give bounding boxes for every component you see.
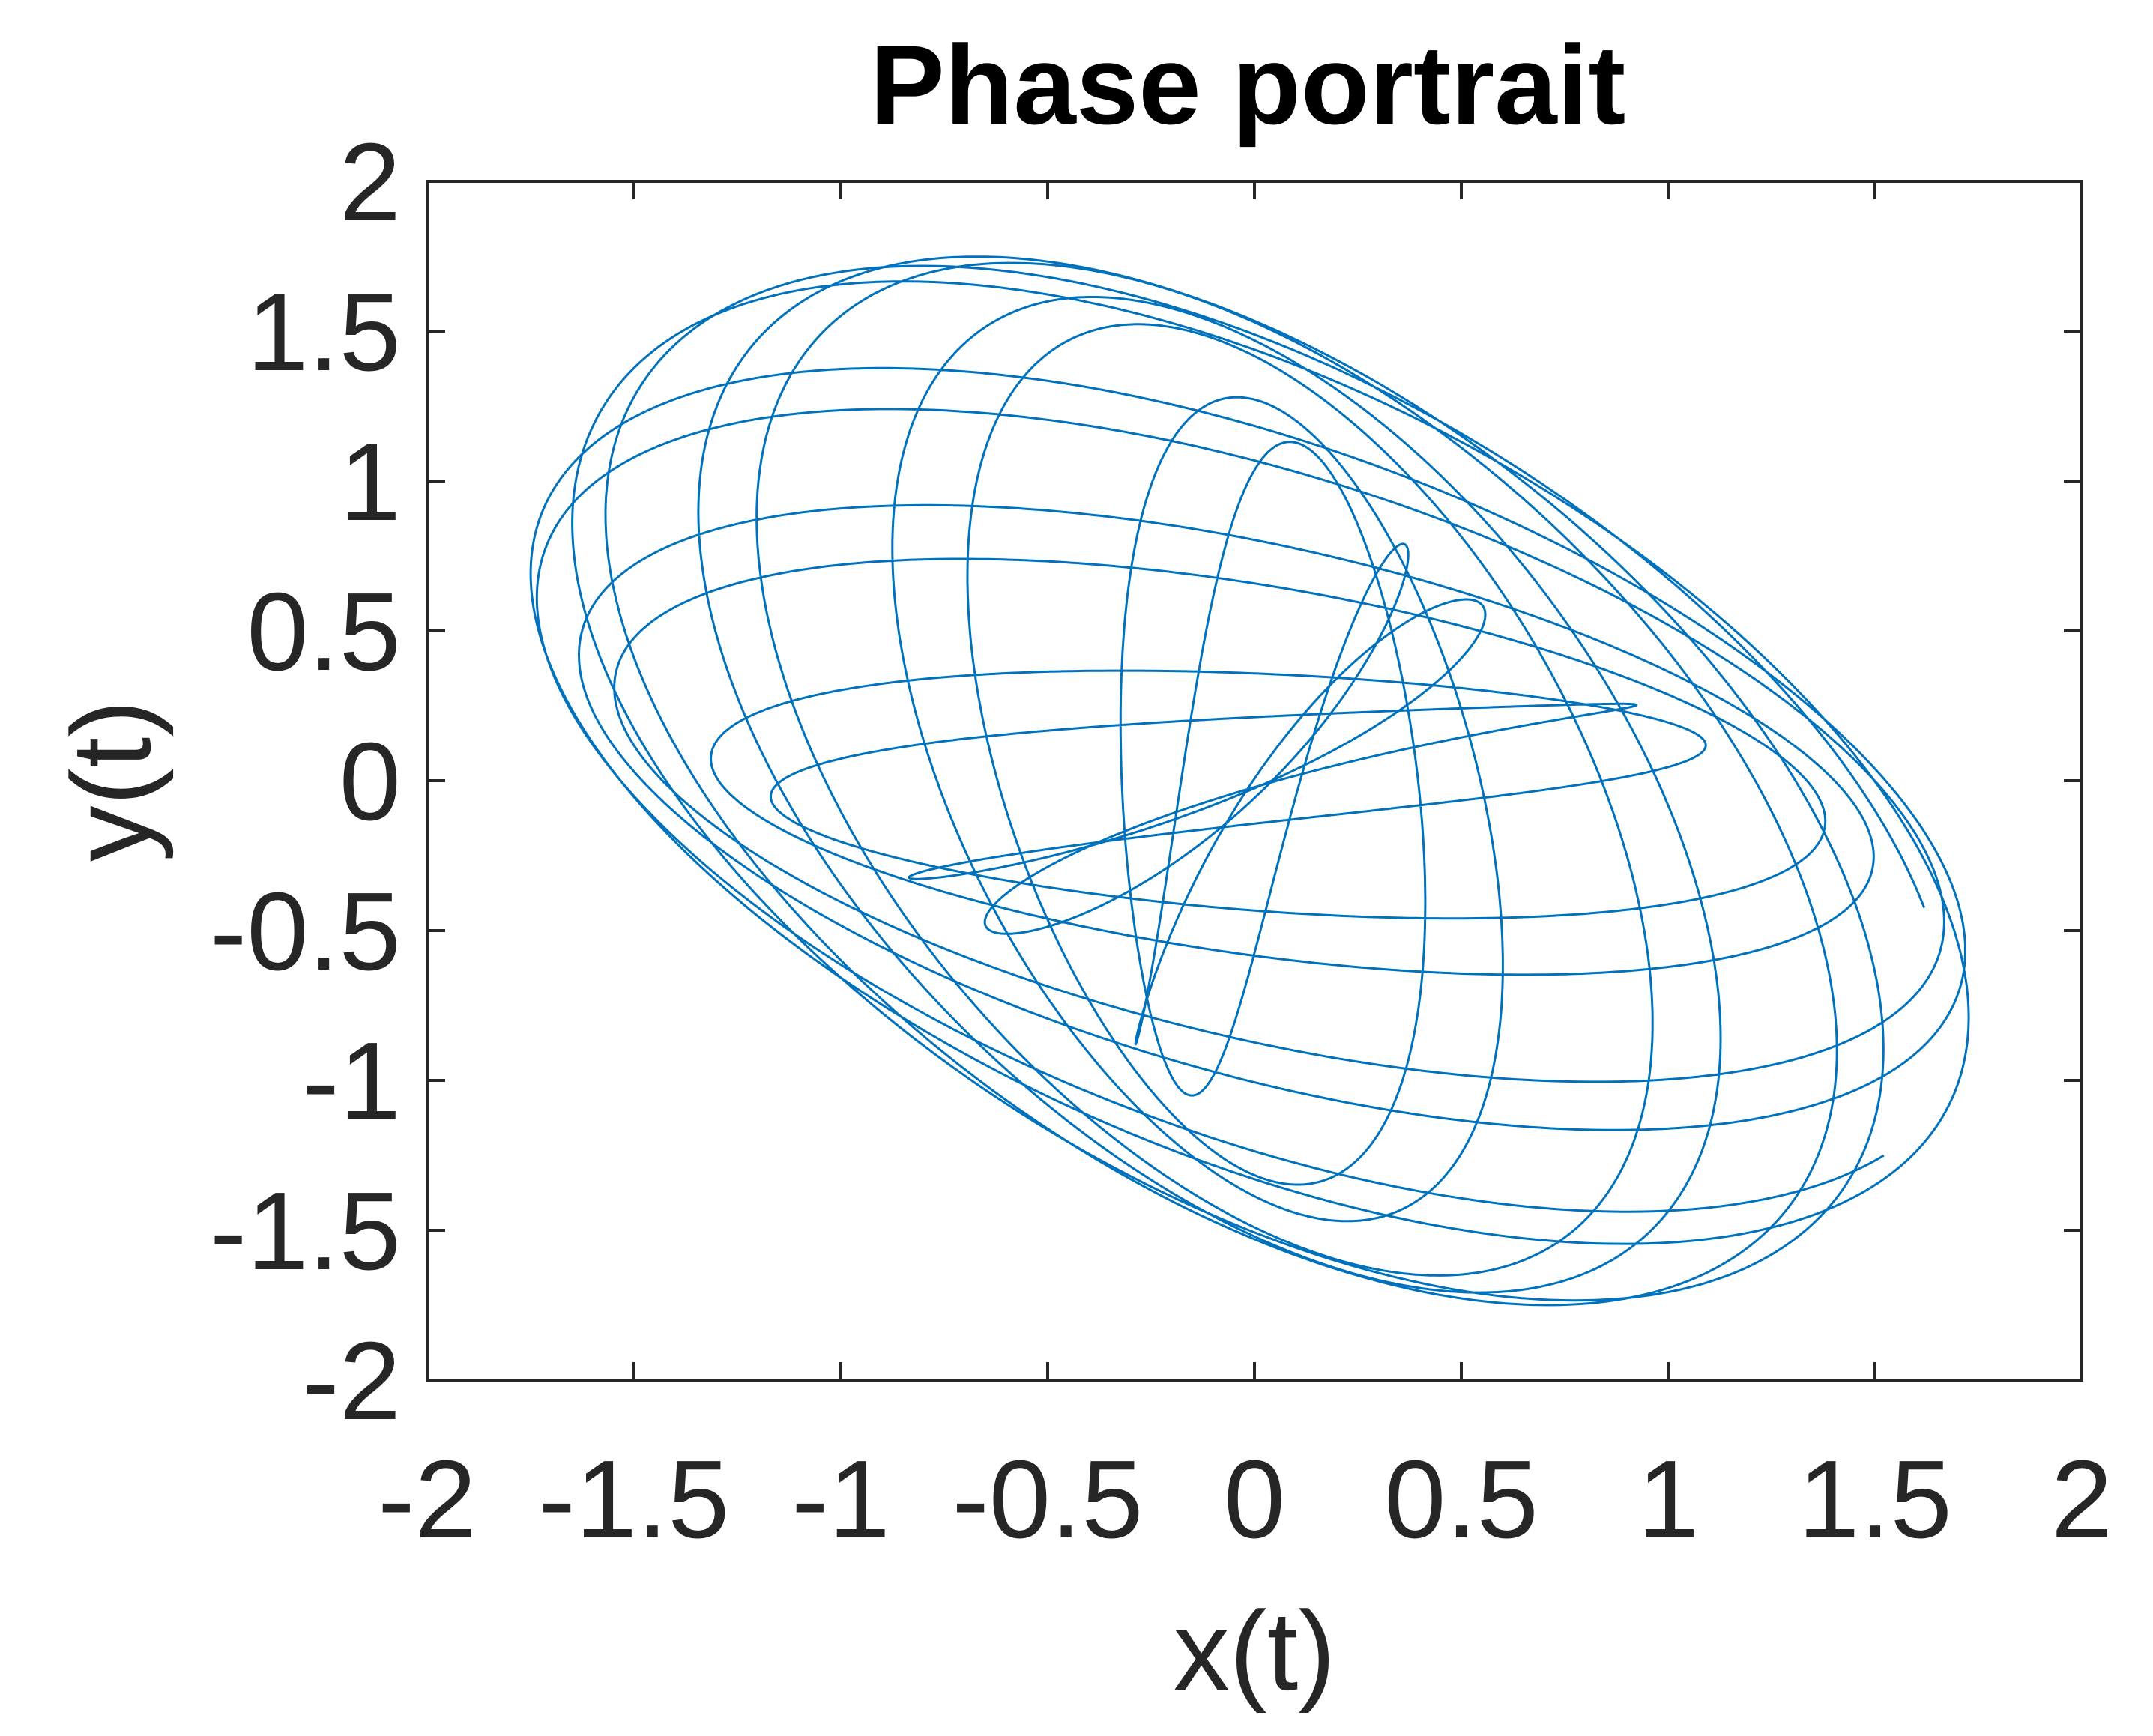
x-tick-label: 1.5: [1798, 1438, 1952, 1561]
x-tick-label: -0.5: [952, 1438, 1143, 1561]
plot-area: [426, 180, 2083, 1382]
y-tick-label: 0.5: [247, 570, 401, 694]
y-tick-label: 1: [339, 420, 401, 544]
y-tick-labels: 2 1.5 1 0.5 0 -0.5 -1 -1.5 -2: [210, 121, 401, 1443]
x-axis-label: x(t): [1174, 1588, 1336, 1714]
curve-layer: [529, 255, 1970, 1307]
x-tick-label: 2: [2051, 1438, 2113, 1561]
x-tick-label: -1.5: [538, 1438, 729, 1561]
x-tick-labels: -2 -1.5 -1 -0.5 0 0.5 1 1.5 2: [378, 1438, 2113, 1561]
y-axis-label: y(t): [48, 700, 174, 862]
y-tick-label: 0: [339, 720, 401, 844]
y-tick-label: -2: [302, 1319, 401, 1443]
x-tick-label: 0.5: [1384, 1438, 1538, 1561]
x-tick-label: -1: [791, 1438, 890, 1561]
x-tick-label: 0: [1224, 1438, 1285, 1561]
tick-layer: [426, 180, 2083, 1382]
x-tick-label: 1: [1637, 1438, 1699, 1561]
y-tick-label: -0.5: [210, 870, 401, 993]
y-tick-label: -1.5: [210, 1170, 401, 1293]
chart-title: Phase portrait: [870, 22, 1626, 148]
y-tick-label: -1: [302, 1020, 401, 1143]
y-tick-label: 2: [339, 121, 401, 244]
x-tick-label: -2: [378, 1438, 477, 1561]
trajectory-line: [529, 255, 1970, 1307]
y-tick-label: 1.5: [247, 270, 401, 394]
